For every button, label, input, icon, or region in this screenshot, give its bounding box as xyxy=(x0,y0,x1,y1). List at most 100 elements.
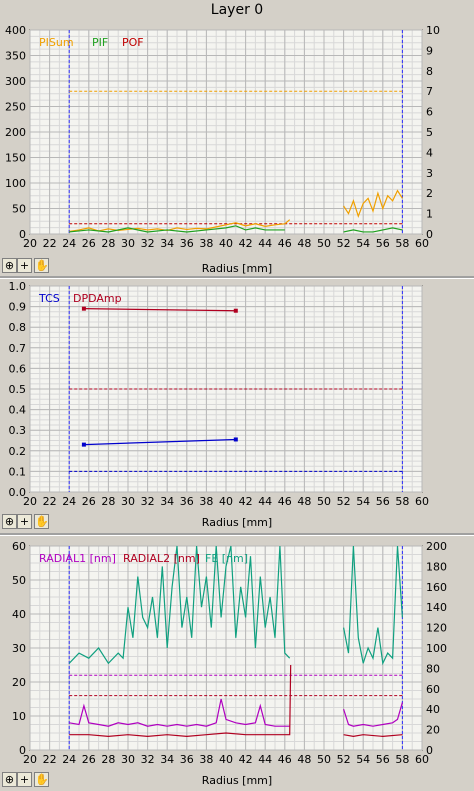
divider xyxy=(0,533,474,536)
x-tick-label: 22 xyxy=(43,237,57,250)
x-tick-label: 48 xyxy=(297,753,311,766)
chart-radial-fe[interactable]: 20 22 24 26 28 30 32 34 36 38 40 42 44 46 48 50 52 54 56 58… xyxy=(0,538,474,770)
x-tick-label: 48 xyxy=(297,237,311,250)
x-tick-label: 20 xyxy=(23,495,37,508)
x-tick-label: 28 xyxy=(101,753,115,766)
y-tick-label: 0.8 xyxy=(9,321,27,334)
x-tick-label: 22 xyxy=(43,495,57,508)
y2-tick-label: 60 xyxy=(426,683,440,696)
series-line xyxy=(343,189,403,218)
zoom-icon[interactable]: ⊕ xyxy=(2,772,17,787)
y2-tick-label: 20 xyxy=(426,724,440,737)
y2-tick-label: 120 xyxy=(426,622,447,635)
x-tick-label: 34 xyxy=(160,753,174,766)
y-tick-label: 0 xyxy=(19,228,26,241)
x-tick-label: 44 xyxy=(258,753,272,766)
y2-tick-label: 100 xyxy=(426,642,447,655)
series-line xyxy=(68,545,291,665)
x-tick-label: 46 xyxy=(278,495,292,508)
divider xyxy=(0,276,474,279)
hand-icon[interactable]: ✋ xyxy=(34,772,49,787)
legend-entry: RADIAL2 [nm] xyxy=(123,552,200,565)
x-tick-label: 54 xyxy=(356,495,370,508)
y2-tick-label: 1 xyxy=(426,208,433,221)
x-tick-label: 40 xyxy=(219,237,233,250)
x-tick-label: 24 xyxy=(62,495,76,508)
series-line xyxy=(343,734,403,738)
y2-tick-label: 9 xyxy=(426,44,433,57)
legend-entry: PISum xyxy=(39,36,74,49)
y2-tick-label: 0 xyxy=(426,744,433,757)
chart1-xlabel: Radius [mm] xyxy=(201,262,273,275)
crosshair-icon[interactable]: + xyxy=(17,772,32,787)
x-tick-label: 44 xyxy=(258,495,272,508)
chart3-xlabel: Radius [mm] xyxy=(201,774,273,787)
zoom-icon[interactable]: ⊕ xyxy=(2,514,17,529)
x-tick-label: 38 xyxy=(199,237,213,250)
x-tick-label: 32 xyxy=(141,753,155,766)
x-tick-label: 26 xyxy=(82,495,96,508)
x-tick-label: 40 xyxy=(219,753,233,766)
y-tick-label: 0.9 xyxy=(9,301,27,314)
legend-entry: PIF xyxy=(92,36,108,49)
x-tick-label: 50 xyxy=(317,495,331,508)
y-tick-label: 0.0 xyxy=(9,486,27,499)
x-tick-label: 54 xyxy=(356,237,370,250)
legend-entry: RADIAL1 [nm] xyxy=(39,552,116,565)
y-tick-label: 100 xyxy=(5,177,26,190)
chart-tcs-dpdamp[interactable]: 20 22 24 26 28 30 32 34 36 38 40 42 44 46 48 50 52 54 56 58… xyxy=(0,280,474,512)
x-tick-label: 24 xyxy=(62,237,76,250)
series-line xyxy=(69,219,291,233)
y-tick-label: 200 xyxy=(5,126,26,139)
x-tick-label: 56 xyxy=(376,237,390,250)
y2-tick-label: 200 xyxy=(426,540,447,553)
x-tick-label: 26 xyxy=(82,753,96,766)
y-tick-label: 50 xyxy=(12,203,26,216)
y2-tick-label: 140 xyxy=(426,601,447,614)
series-line xyxy=(69,664,292,738)
x-tick-label: 60 xyxy=(415,495,429,508)
x-tick-label: 44 xyxy=(258,237,272,250)
y-tick-label: 60 xyxy=(12,540,26,553)
series-line xyxy=(83,308,236,312)
x-tick-label: 30 xyxy=(121,753,135,766)
x-tick-label: 58 xyxy=(395,237,409,250)
x-tick-label: 36 xyxy=(180,495,194,508)
zoom-icon[interactable]: ⊕ xyxy=(2,258,17,273)
x-tick-label: 24 xyxy=(62,753,76,766)
y2-tick-label: 40 xyxy=(426,703,440,716)
x-tick-label: 20 xyxy=(23,237,37,250)
x-tick-label: 58 xyxy=(395,495,409,508)
data-point xyxy=(81,306,86,311)
y2-tick-label: 0 xyxy=(426,228,433,241)
y-tick-label: 30 xyxy=(12,642,26,655)
x-tick-label: 42 xyxy=(239,753,253,766)
x-tick-label: 30 xyxy=(121,495,135,508)
x-tick-label: 22 xyxy=(43,753,57,766)
crosshair-icon[interactable]: + xyxy=(17,514,32,529)
crosshair-icon[interactable]: + xyxy=(17,258,32,273)
y-tick-label: 0.1 xyxy=(9,465,27,478)
series-line xyxy=(343,702,403,727)
x-tick-label: 32 xyxy=(141,237,155,250)
legend-entry: FE [nm] xyxy=(205,552,248,565)
y-tick-label: 10 xyxy=(12,710,26,723)
y-tick-label: 0.4 xyxy=(9,404,27,417)
series-line xyxy=(69,225,285,233)
x-tick-label: 42 xyxy=(239,237,253,250)
chart2-xlabel: Radius [mm] xyxy=(201,516,273,529)
x-tick-label: 32 xyxy=(141,495,155,508)
chart-pi-errors[interactable]: 20 22 24 26 28 30 32 34 36 38 40 42 44 46 48 50 52 54 56 58… xyxy=(0,20,474,258)
x-tick-label: 34 xyxy=(160,495,174,508)
y-tick-label: 0 xyxy=(19,744,26,757)
hand-icon[interactable]: ✋ xyxy=(34,258,49,273)
x-tick-label: 56 xyxy=(376,495,390,508)
x-tick-label: 36 xyxy=(180,237,194,250)
y2-tick-label: 5 xyxy=(426,126,433,139)
x-tick-label: 60 xyxy=(415,237,429,250)
y2-tick-label: 4 xyxy=(426,146,433,159)
y-tick-label: 300 xyxy=(5,75,26,88)
series-line xyxy=(83,438,236,446)
y-tick-label: 0.7 xyxy=(9,342,27,355)
hand-icon[interactable]: ✋ xyxy=(34,514,49,529)
